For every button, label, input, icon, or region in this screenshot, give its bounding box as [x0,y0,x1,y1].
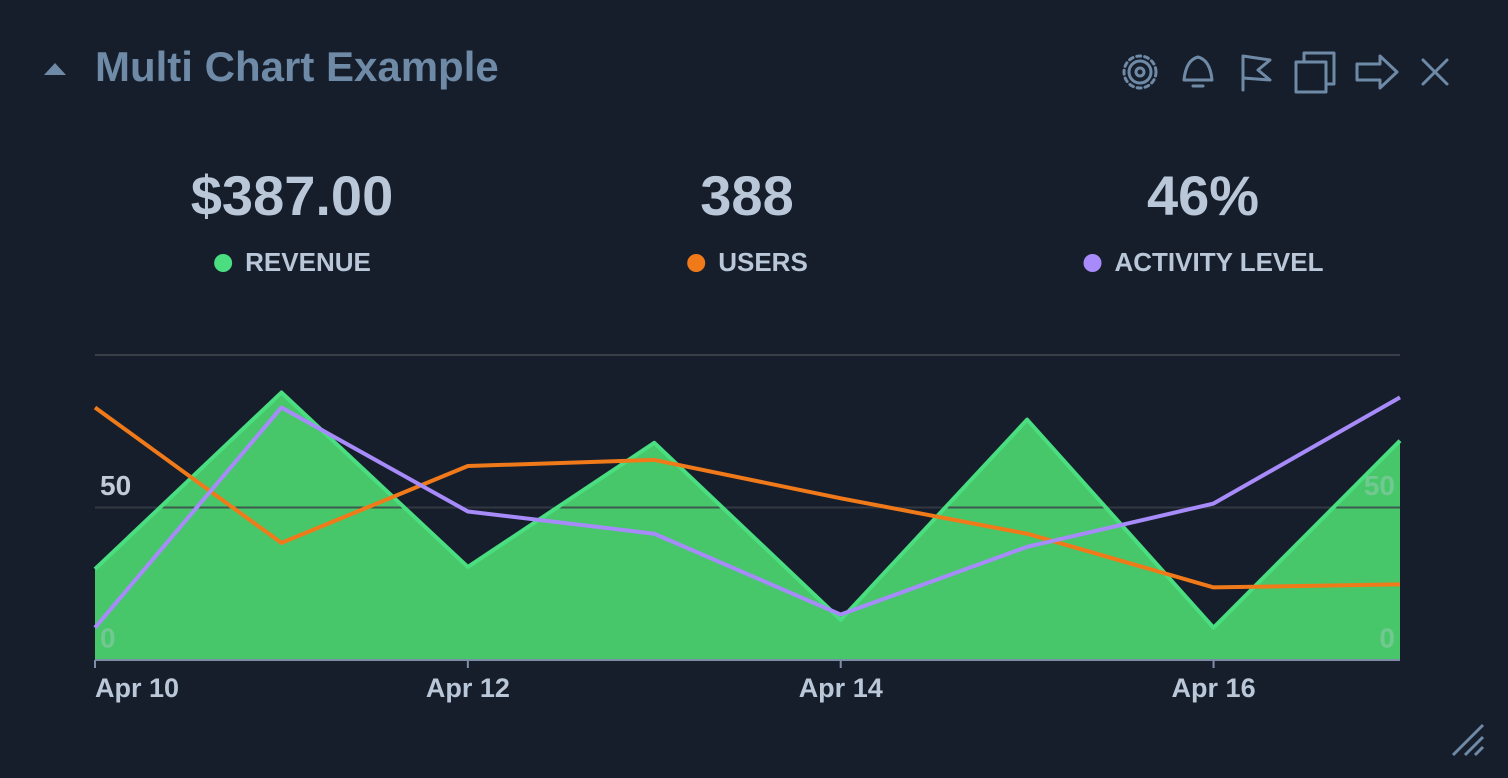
legend-dot [214,254,233,272]
y-tick-label: 50 [100,470,131,501]
y-tick-label: 0 [100,622,116,653]
resize-grip[interactable] [1451,723,1485,757]
stat-value: $387.00 [191,164,393,227]
collapse-caret[interactable] [44,63,66,75]
share-icon[interactable] [1355,54,1399,90]
copy-icon[interactable] [1294,51,1336,94]
legend-label: ACTIVITY LEVEL [1115,247,1324,277]
x-tick-label: Apr 10 [95,673,179,703]
line [93,390,1402,630]
flag-icon[interactable] [1241,54,1272,92]
toolbar [1122,51,1449,94]
stat-value: 388 [700,164,793,227]
x-tick-label: Apr 12 [426,673,510,703]
area [95,392,1400,660]
line [93,405,1401,590]
settings-icon[interactable] [1122,54,1158,90]
legend-label: USERS [718,247,808,277]
bell-icon[interactable] [1182,55,1214,88]
x-tick-label: Apr 16 [1172,673,1256,703]
widget-title: Multi Chart Example [95,43,499,90]
y-tick-label-right: 50 [1364,470,1395,501]
legend-label: REVENUE [245,247,371,277]
legend-dot [687,254,706,272]
legend-dot [1083,254,1102,272]
x-tick-label: Apr 14 [799,673,883,703]
line [93,395,1401,629]
stat-value: 46% [1147,164,1259,227]
y-tick-label-right: 0 [1379,622,1395,653]
close-icon[interactable] [1421,58,1449,86]
